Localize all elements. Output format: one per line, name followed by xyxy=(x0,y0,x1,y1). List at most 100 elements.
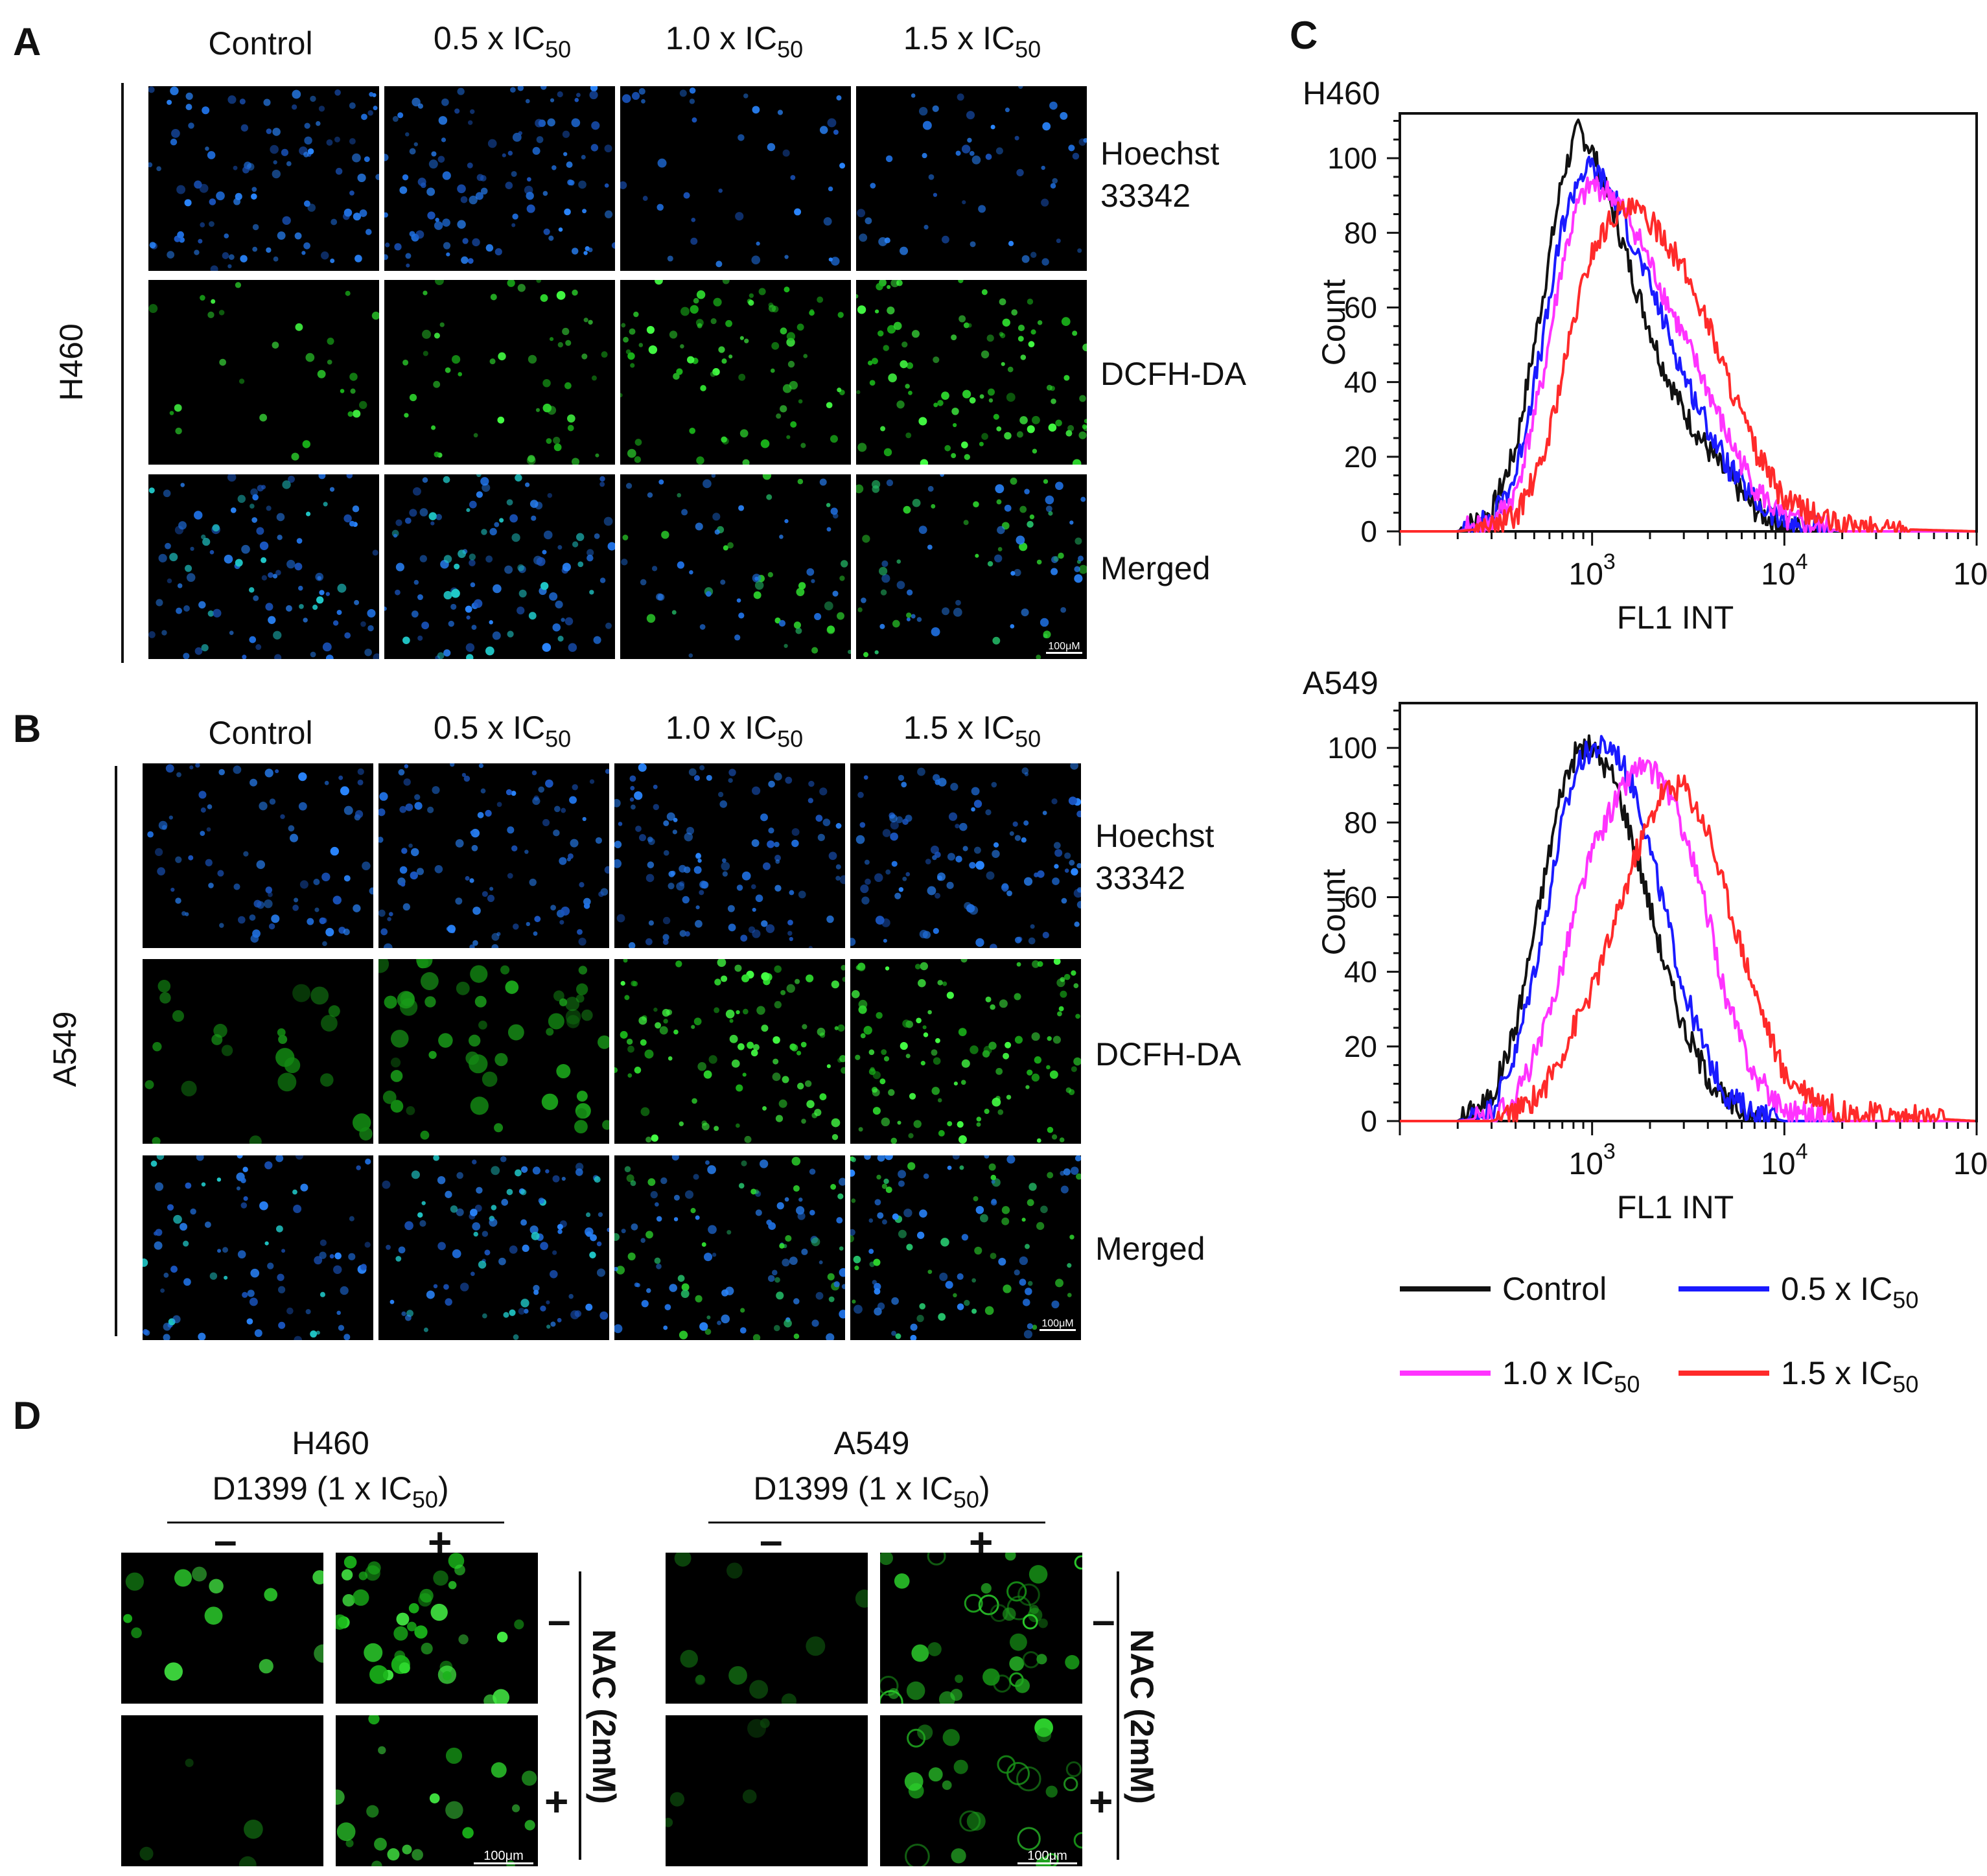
panel-letter-b: B xyxy=(13,707,41,750)
micrograph xyxy=(666,1715,868,1866)
micrograph xyxy=(336,1715,538,1866)
row-label-dcfh-b: DCFH-DA xyxy=(1095,1036,1241,1072)
x-tick-label: 104 xyxy=(1761,550,1807,592)
series-line-2 xyxy=(1400,757,1975,1122)
col-label-half: 0.5 x IC50 xyxy=(433,20,572,63)
micrograph xyxy=(666,1553,868,1704)
micrograph xyxy=(880,1715,1082,1866)
d-a549-drug-line xyxy=(708,1522,1045,1523)
plot-frame xyxy=(1399,112,1978,533)
cell-line-label-h460: H460 xyxy=(53,323,89,401)
y-tick-label: 40 xyxy=(1344,955,1377,989)
legend-swatch-one xyxy=(1400,1371,1491,1376)
row-label-merged-a: Merged xyxy=(1100,550,1211,586)
micrograph xyxy=(850,959,1081,1144)
micrograph xyxy=(620,86,851,271)
x-axis-label: FL1 INT xyxy=(1617,1189,1734,1225)
d-h460-title: H460 xyxy=(292,1425,369,1461)
col-label-onehalf-b: 1.5 x IC50 xyxy=(903,710,1041,752)
y-tick-label: 80 xyxy=(1344,805,1377,839)
d-h460-nac-plus: + xyxy=(544,1778,569,1825)
col-label-one-b: 1.0 x IC50 xyxy=(665,710,804,752)
scale-bar-a: 100μM xyxy=(1046,642,1082,654)
micrograph xyxy=(378,763,609,948)
legend-swatch-onehalf xyxy=(1679,1371,1769,1376)
cell-line-label-a549: A549 xyxy=(47,1011,83,1087)
scale-bar-d-h460: 100μm xyxy=(474,1849,533,1864)
d-h460-nac-line xyxy=(579,1571,581,1860)
row-label-merged-b: Merged xyxy=(1095,1231,1205,1267)
row-label-dcfh-a: DCFH-DA xyxy=(1100,356,1246,392)
micrograph xyxy=(384,280,615,465)
plot-frame xyxy=(1399,702,1978,1122)
micrograph xyxy=(148,474,379,659)
micrograph xyxy=(384,86,615,271)
y-tick-label: 0 xyxy=(1360,515,1377,548)
col-label-one: 1.0 x IC50 xyxy=(665,20,804,63)
micrograph xyxy=(378,959,609,1144)
y-tick-label: 80 xyxy=(1344,216,1377,249)
col-label-control: Control xyxy=(208,25,313,62)
panel-letter-d: D xyxy=(13,1394,41,1437)
d-a549-nac-label: NAC (2mM) xyxy=(1124,1629,1160,1804)
d-h460-drug-line xyxy=(167,1522,504,1523)
d-h460-nac-label: NAC (2mM) xyxy=(586,1629,622,1804)
y-tick-label: 20 xyxy=(1344,440,1377,474)
legend-item-control: Control xyxy=(1400,1270,1607,1308)
micrograph xyxy=(384,474,615,659)
micrograph xyxy=(148,86,379,271)
micrograph xyxy=(850,763,1081,948)
col-label-onehalf: 1.5 x IC50 xyxy=(903,20,1041,63)
x-tick-label: 103 xyxy=(1569,550,1616,592)
legend-swatch-half xyxy=(1679,1286,1769,1291)
panel-letter-a: A xyxy=(13,20,41,64)
micrograph xyxy=(148,280,379,465)
micrograph xyxy=(143,1155,373,1340)
micrograph xyxy=(620,474,851,659)
legend-label-onehalf: 1.5 x IC50 xyxy=(1781,1355,1919,1398)
series-line-2 xyxy=(1400,176,1975,533)
x-tick-label: 105 xyxy=(1953,1139,1987,1181)
micrograph xyxy=(856,474,1087,659)
micrograph xyxy=(614,1155,845,1340)
histogram-h460: 0 20 40 60 80 100 103 104 105 FL1 INT Count xyxy=(1316,112,1987,636)
y-tick-label: 20 xyxy=(1344,1030,1377,1063)
micrograph xyxy=(121,1715,323,1866)
x-tick-label: 105 xyxy=(1953,550,1987,592)
micrograph xyxy=(850,1155,1081,1340)
panel-letter-c: C xyxy=(1290,14,1318,57)
series-line-0 xyxy=(1400,734,1975,1122)
x-tick-label: 104 xyxy=(1761,1139,1807,1181)
micrograph xyxy=(143,959,373,1144)
y-tick-label: 0 xyxy=(1360,1104,1377,1138)
y-tick-label: 100 xyxy=(1327,731,1377,765)
series-line-3 xyxy=(1400,774,1975,1122)
d-h460-nac-minus: – xyxy=(548,1597,571,1643)
legend-item-one: 1.0 x IC50 xyxy=(1400,1354,1640,1396)
micrograph xyxy=(614,763,845,948)
histogram-a549: 0 20 40 60 80 100 103 104 105 FL1 INT Count xyxy=(1316,702,1987,1225)
col-label-half-b: 0.5 x IC50 xyxy=(433,710,572,752)
scale-bar-d-a549: 100μm xyxy=(1017,1849,1077,1864)
x-tick-label: 103 xyxy=(1569,1139,1616,1181)
y-tick-label: 100 xyxy=(1327,141,1377,175)
micrograph xyxy=(143,763,373,948)
scale-bar-b: 100μM xyxy=(1040,1319,1076,1331)
row-label-hoechst-a: Hoechst 33342 xyxy=(1100,135,1220,214)
row-label-hoechst-b: Hoechst 33342 xyxy=(1095,818,1214,896)
series-line-3 xyxy=(1400,197,1975,533)
legend-label-control: Control xyxy=(1502,1271,1607,1307)
chart-title-a549: A549 xyxy=(1303,665,1378,701)
col-label-control-b: Control xyxy=(208,715,313,751)
y-tick-label: 60 xyxy=(1344,880,1377,914)
d-a549-drug-label: D1399 (1 x IC50) xyxy=(753,1470,990,1513)
chart-title-h460: H460 xyxy=(1303,75,1380,111)
d-a549-title: A549 xyxy=(833,1425,910,1461)
d-h460-drug-label: D1399 (1 x IC50) xyxy=(212,1470,449,1513)
d-a549-nac-line xyxy=(1117,1571,1119,1860)
micrograph xyxy=(856,280,1087,465)
legend-label-half: 0.5 x IC50 xyxy=(1781,1271,1919,1314)
legend-swatch-control xyxy=(1400,1286,1491,1291)
d-a549-nac-plus: + xyxy=(1089,1778,1113,1825)
d-a549-nac-minus: – xyxy=(1092,1597,1115,1643)
